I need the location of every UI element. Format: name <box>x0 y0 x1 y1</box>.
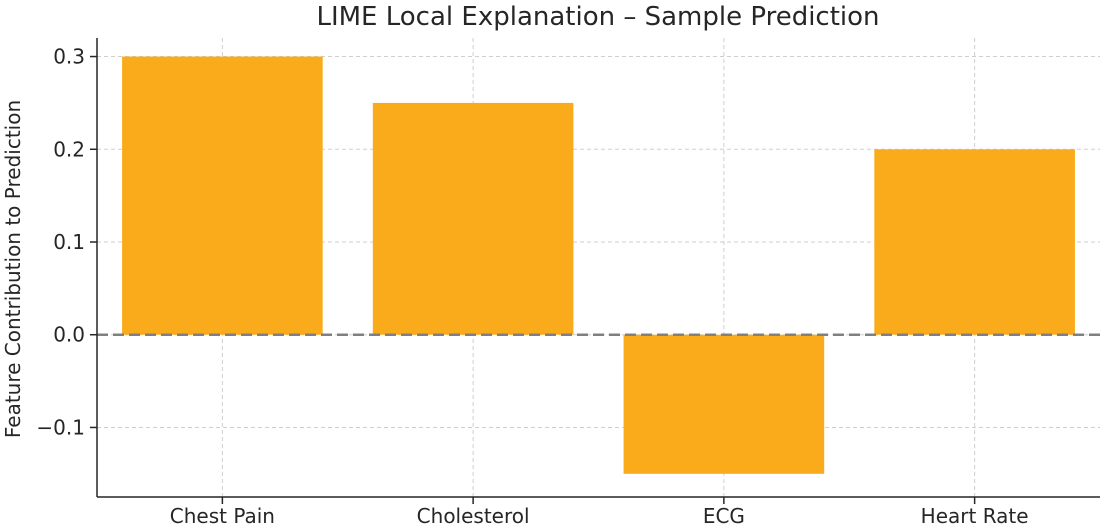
y-tick-label: 0.3 <box>53 45 85 69</box>
x-tick-label: Heart Rate <box>921 504 1029 524</box>
x-tick-labels: Chest Pain Cholesterol ECG Heart Rate <box>170 497 1029 524</box>
chart-title: LIME Local Explanation – Sample Predicti… <box>316 2 879 32</box>
bars <box>122 56 1075 474</box>
y-axis-label: Feature Contribution to Prediction <box>1 100 25 438</box>
bar-ecg <box>623 334 825 474</box>
bar-cholesterol <box>372 102 574 335</box>
bar-chest-pain <box>122 56 323 335</box>
y-tick-label: 0.0 <box>53 323 85 347</box>
x-tick-label: Chest Pain <box>170 504 275 524</box>
y-tick-labels: −0.1 0.0 0.1 0.2 0.3 <box>36 45 97 439</box>
bar-heart-rate <box>874 149 1075 335</box>
x-tick-label: ECG <box>703 504 745 524</box>
y-tick-label: 0.1 <box>53 230 85 254</box>
x-tick-label: Cholesterol <box>417 504 530 524</box>
y-tick-label: −0.1 <box>36 415 85 439</box>
axes <box>96 38 1100 498</box>
y-tick-label: 0.2 <box>53 137 85 161</box>
